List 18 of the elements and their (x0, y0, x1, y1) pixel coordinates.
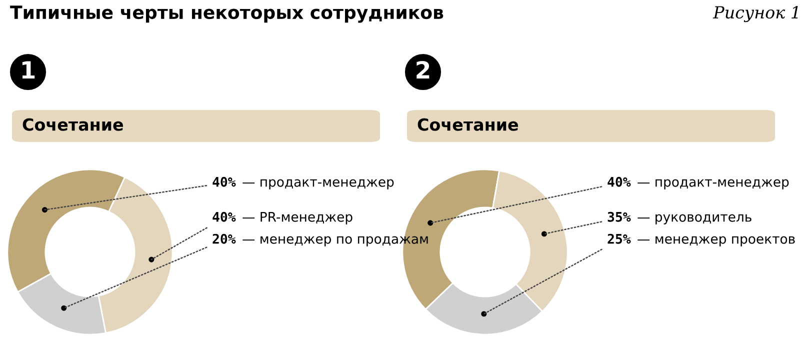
data-label: 40% (608, 176, 631, 187)
data-label: 40% (212, 212, 236, 222)
slice-label: — руководитель (638, 214, 752, 224)
slice-label: — продакт-менеджер (638, 179, 789, 190)
text: Рисунок 1 (712, 6, 798, 22)
slice-label: — PR-менеджер (242, 212, 352, 224)
data-label: 20% (212, 234, 236, 244)
text: 1 (22, 61, 35, 79)
chart-title: Типичные черты некоторых сотрудников (10, 6, 444, 23)
data-label: 35% (608, 212, 631, 222)
chart-subtitle: Сочетание (418, 118, 518, 131)
data-label: 40% (212, 176, 236, 187)
slice-label: — менеджер по продажам (242, 236, 428, 246)
data-label: 25% (608, 234, 631, 244)
slice-label: — продакт-менеджер (242, 179, 394, 190)
text: 2 (416, 60, 430, 79)
slice-label: — менеджер проектов (638, 236, 795, 246)
chart-subtitle: Сочетание (22, 118, 124, 131)
